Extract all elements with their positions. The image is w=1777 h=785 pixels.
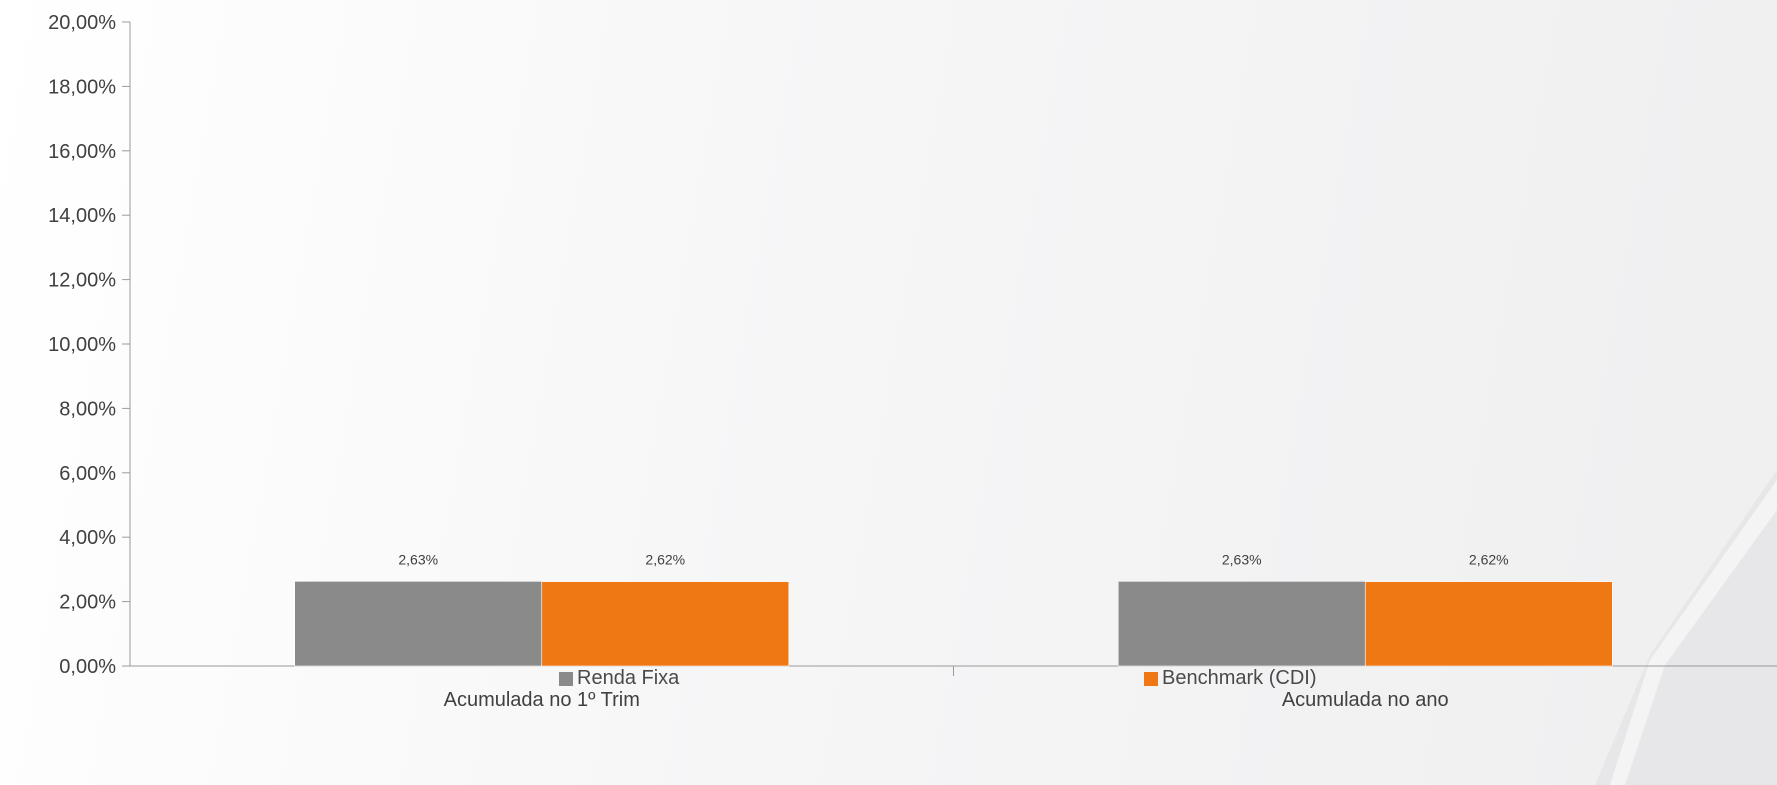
y-tick-label: 2,00% <box>59 592 116 614</box>
data-label: 2,62% <box>645 552 685 568</box>
data-label: 2,63% <box>1222 551 1262 567</box>
bar <box>294 581 543 667</box>
bar <box>541 581 790 667</box>
legend-label-renda-fixa: Renda Fixa <box>577 667 680 689</box>
x-category-label: Acumulada no 1º Trim <box>444 689 640 711</box>
y-tick-label: 0,00% <box>59 656 116 678</box>
y-tick-label: 10,00% <box>48 334 116 356</box>
y-tick-label: 14,00% <box>48 205 116 227</box>
y-tick-label: 8,00% <box>59 398 116 420</box>
legend-item-benchmark-cdi: Benchmark (CDI) <box>1144 667 1316 690</box>
x-category-label: Acumulada no ano <box>1282 689 1449 711</box>
data-label: 2,62% <box>1469 552 1509 568</box>
bar <box>1117 581 1366 667</box>
y-tick-label: 18,00% <box>48 76 116 98</box>
chart-legend: Renda Fixa Benchmark (CDI) <box>0 667 1777 695</box>
y-tick-label: 12,00% <box>48 270 116 292</box>
data-label: 2,63% <box>398 551 438 567</box>
legend-item-renda-fixa: Renda Fixa <box>559 667 679 690</box>
bar <box>1364 581 1613 667</box>
y-tick-label: 6,00% <box>59 463 116 485</box>
y-tick-label: 4,00% <box>59 527 116 549</box>
y-tick-label: 16,00% <box>48 141 116 163</box>
y-tick-label: 20,00% <box>48 12 116 34</box>
legend-label-benchmark-cdi: Benchmark (CDI) <box>1162 667 1317 689</box>
legend-swatch-renda-fixa <box>559 671 573 686</box>
legend-swatch-benchmark-cdi <box>1144 671 1158 686</box>
